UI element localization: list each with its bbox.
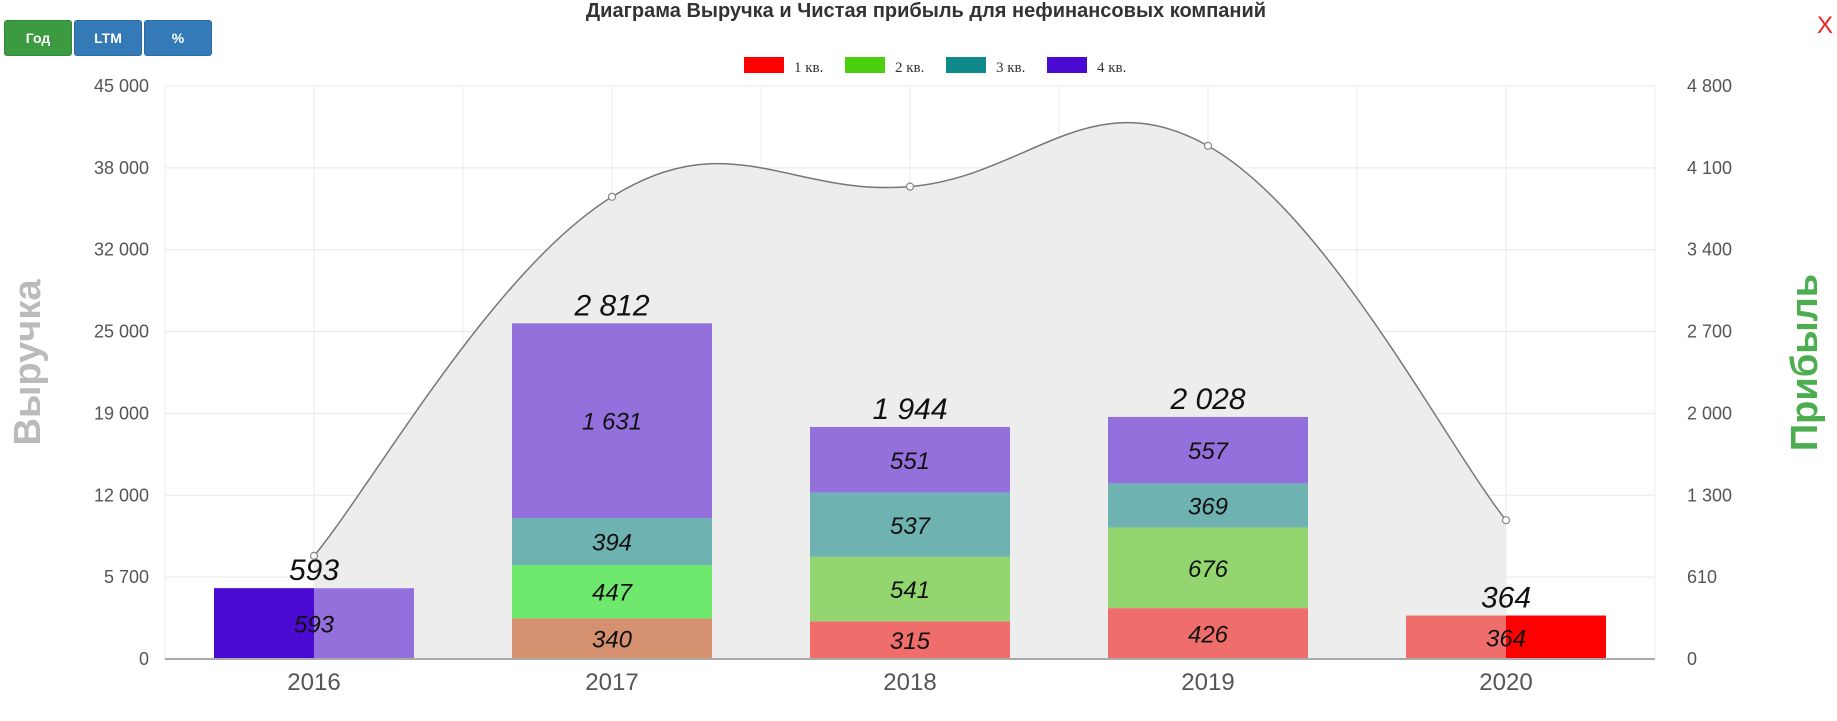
legend-label: 3 кв. bbox=[996, 60, 1025, 76]
bar-segment-label: 537 bbox=[890, 513, 932, 540]
period-toggle-group: Год LTM % bbox=[4, 20, 212, 56]
y2-tick-label: 1 300 bbox=[1687, 485, 1732, 505]
bar-segment-label: 551 bbox=[890, 448, 930, 475]
revenue-point bbox=[1203, 141, 1213, 150]
bar-segment-label: 541 bbox=[890, 577, 930, 604]
x-tick-label: 2017 bbox=[585, 669, 638, 696]
chart-title: Диаграма Выручка и Чистая прибыль для не… bbox=[585, 0, 1267, 22]
bar-segment bbox=[810, 426, 1010, 493]
y2-tick-label: 3 400 bbox=[1687, 240, 1732, 260]
bar-segment-label: 557 bbox=[1188, 438, 1230, 465]
bar-segment-label: 364 bbox=[1486, 625, 1526, 652]
y2-axis-title: Прибыль bbox=[1784, 274, 1826, 451]
legend-swatch bbox=[845, 57, 885, 73]
bar-segment-label: 315 bbox=[890, 628, 931, 655]
y2-tick-label: 2 000 bbox=[1687, 403, 1732, 423]
bar-segment bbox=[810, 556, 1010, 622]
bar-segment-label: 676 bbox=[1188, 556, 1229, 583]
bar-segment-label: 340 bbox=[592, 627, 633, 654]
legend-label: 1 кв. bbox=[794, 60, 823, 76]
revenue-point bbox=[309, 551, 319, 560]
bar-highlight bbox=[1506, 615, 1606, 659]
legend-swatch bbox=[1047, 57, 1087, 73]
bar-segment-label: 394 bbox=[592, 530, 632, 557]
y-tick-label: 45 000 bbox=[94, 76, 149, 96]
ltm-button[interactable]: LTM bbox=[74, 20, 142, 56]
bar-segment bbox=[1108, 416, 1308, 484]
bar-segment-label: 369 bbox=[1188, 493, 1228, 520]
bar-segment-label: 1 631 bbox=[582, 409, 642, 436]
legend-swatch bbox=[744, 57, 784, 73]
bar-total-label: 364 bbox=[1481, 582, 1531, 615]
bar-total-label: 2 028 bbox=[1169, 383, 1245, 416]
y-tick-label: 32 000 bbox=[94, 240, 149, 260]
bar-segment-label: 426 bbox=[1188, 622, 1229, 649]
revenue-point bbox=[905, 182, 915, 191]
bar-segment bbox=[1108, 608, 1308, 659]
y-tick-label: 25 000 bbox=[94, 322, 149, 342]
bar-segment bbox=[810, 621, 1010, 659]
revenue-point bbox=[1501, 516, 1511, 525]
revenue-point bbox=[607, 192, 617, 201]
percent-button[interactable]: % bbox=[144, 20, 212, 56]
y-tick-label: 19 000 bbox=[94, 403, 149, 423]
bar-segment bbox=[512, 618, 712, 659]
bar-segment-label: 447 bbox=[592, 580, 634, 607]
y2-tick-label: 2 700 bbox=[1687, 322, 1732, 342]
bar-segment bbox=[1108, 483, 1308, 528]
y2-tick-label: 0 bbox=[1687, 649, 1697, 669]
x-tick-label: 2019 bbox=[1181, 669, 1234, 696]
bar-segment bbox=[512, 323, 712, 519]
legend-label: 2 кв. bbox=[895, 60, 924, 76]
bar-segment-label: 593 bbox=[294, 612, 335, 639]
bar-highlight bbox=[214, 588, 314, 659]
y-tick-label: 12 000 bbox=[94, 485, 149, 505]
bar-segment bbox=[512, 518, 712, 566]
bar-total-label: 1 944 bbox=[872, 393, 947, 426]
bar-segment bbox=[810, 492, 1010, 557]
y-tick-label: 5 700 bbox=[104, 567, 149, 587]
bar-total-label: 2 812 bbox=[573, 289, 649, 322]
y-tick-label: 38 000 bbox=[94, 158, 149, 178]
y-tick-label: 0 bbox=[139, 649, 149, 669]
y2-tick-label: 4 100 bbox=[1687, 158, 1732, 178]
bar-segment bbox=[512, 565, 712, 619]
y-axis-title: Выручка bbox=[7, 279, 49, 446]
x-tick-label: 2018 bbox=[883, 669, 936, 696]
x-tick-label: 2020 bbox=[1479, 669, 1532, 696]
legend-label: 4 кв. bbox=[1097, 60, 1126, 76]
close-icon[interactable]: X bbox=[1816, 12, 1833, 39]
legend-swatch bbox=[946, 57, 986, 73]
x-tick-label: 2016 bbox=[287, 669, 340, 696]
bar-segment bbox=[1108, 527, 1308, 609]
y2-tick-label: 4 800 bbox=[1687, 76, 1732, 96]
y2-tick-label: 610 bbox=[1687, 567, 1717, 587]
year-button[interactable]: Год bbox=[4, 20, 72, 56]
